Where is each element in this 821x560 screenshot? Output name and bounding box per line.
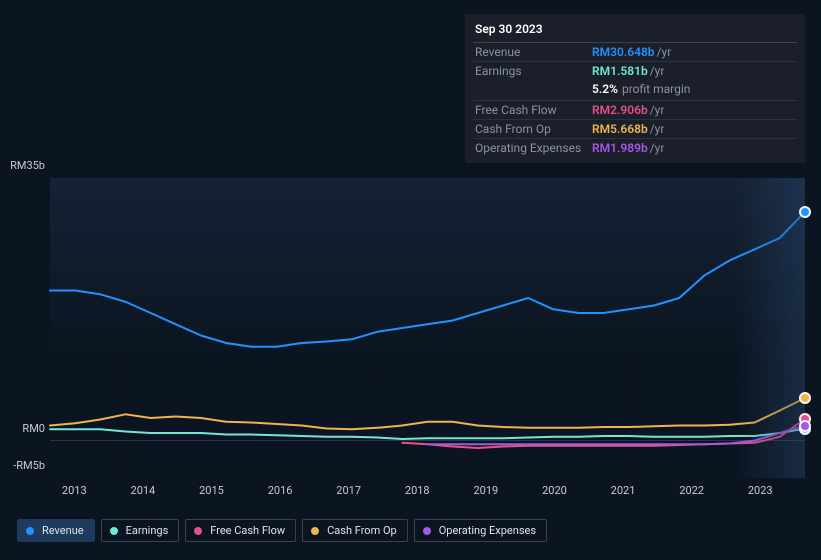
legend-dot-icon	[311, 527, 319, 535]
y-axis-label-max: RM35b	[0, 159, 45, 172]
x-tick: 2016	[246, 484, 315, 497]
margin-pct: 5.2%	[592, 82, 618, 96]
summary-suffix: /yr	[650, 64, 665, 78]
summary-value: RM2.906b	[592, 103, 648, 117]
summary-box: Sep 30 2023 Revenue RM30.648b /yr Earnin…	[465, 14, 805, 163]
x-axis: 2013201420152016201720182019202020212022…	[50, 484, 805, 497]
summary-suffix: /yr	[650, 122, 665, 136]
summary-suffix: /yr	[650, 141, 665, 155]
legend-label: Free Cash Flow	[210, 524, 285, 537]
summary-label: Cash From Op	[475, 122, 592, 136]
series-line-cfo	[50, 398, 805, 429]
summary-label: Earnings	[475, 64, 592, 78]
x-tick: 2022	[657, 484, 726, 497]
x-tick: 2018	[383, 484, 452, 497]
chart-container: Sep 30 2023 Revenue RM30.648b /yr Earnin…	[0, 0, 821, 560]
legend-label: Cash From Op	[327, 524, 397, 537]
legend-dot-icon	[423, 527, 431, 535]
summary-value: RM5.668b	[592, 122, 648, 136]
summary-value: RM1.581b	[592, 64, 648, 78]
series-line-earnings	[50, 429, 805, 439]
series-end-marker-opex	[799, 420, 811, 432]
x-tick: 2014	[109, 484, 178, 497]
summary-label: Revenue	[475, 45, 592, 59]
summary-row-earnings: Earnings RM1.581b /yr	[473, 62, 797, 80]
legend: Revenue Earnings Free Cash Flow Cash From O…	[17, 519, 547, 542]
summary-row-opex: Operating Expenses RM1.989b /yr	[473, 139, 797, 157]
plot-area[interactable]	[50, 178, 805, 478]
chart-svg	[50, 178, 805, 478]
x-tick: 2013	[40, 484, 109, 497]
legend-chip-operating-expenses[interactable]: Operating Expenses	[414, 519, 547, 542]
summary-value: RM30.648b	[592, 45, 655, 59]
legend-label: Operating Expenses	[439, 524, 536, 537]
series-end-marker-revenue	[799, 206, 811, 218]
summary-label: Operating Expenses	[475, 141, 592, 155]
chart-wrap: RM35b RM0 -RM5b 201320142015201620172018…	[17, 160, 805, 500]
summary-row-cfo: Cash From Op RM5.668b /yr	[473, 120, 797, 139]
legend-chip-free-cash-flow[interactable]: Free Cash Flow	[185, 519, 296, 542]
y-axis-label-zero: RM0	[0, 422, 45, 435]
margin-text: profit margin	[622, 82, 690, 96]
summary-row-margin: 5.2% profit margin	[473, 80, 797, 101]
x-tick: 2015	[177, 484, 246, 497]
series-end-marker-cfo	[799, 392, 811, 404]
legend-chip-revenue[interactable]: Revenue	[17, 519, 95, 542]
summary-value: RM1.989b	[592, 141, 648, 155]
x-tick: 2019	[452, 484, 521, 497]
series-line-revenue	[50, 212, 805, 347]
summary-suffix: /yr	[657, 45, 672, 59]
summary-date: Sep 30 2023	[473, 18, 797, 43]
y-axis-label-min: -RM5b	[0, 459, 45, 472]
summary-row-revenue: Revenue RM30.648b /yr	[473, 43, 797, 62]
x-tick: 2021	[589, 484, 658, 497]
x-tick: 2023	[726, 484, 795, 497]
summary-suffix: /yr	[650, 103, 665, 117]
x-tick: 2017	[314, 484, 383, 497]
series-line-opex	[428, 426, 806, 445]
summary-label: Free Cash Flow	[475, 103, 592, 117]
legend-dot-icon	[110, 527, 118, 535]
legend-dot-icon	[194, 527, 202, 535]
x-tick: 2020	[520, 484, 589, 497]
legend-label: Revenue	[42, 524, 84, 537]
legend-chip-earnings[interactable]: Earnings	[101, 519, 180, 542]
legend-label: Earnings	[126, 524, 169, 537]
summary-row-fcf: Free Cash Flow RM2.906b /yr	[473, 101, 797, 120]
legend-dot-icon	[26, 527, 34, 535]
legend-chip-cash-from-op[interactable]: Cash From Op	[302, 519, 408, 542]
